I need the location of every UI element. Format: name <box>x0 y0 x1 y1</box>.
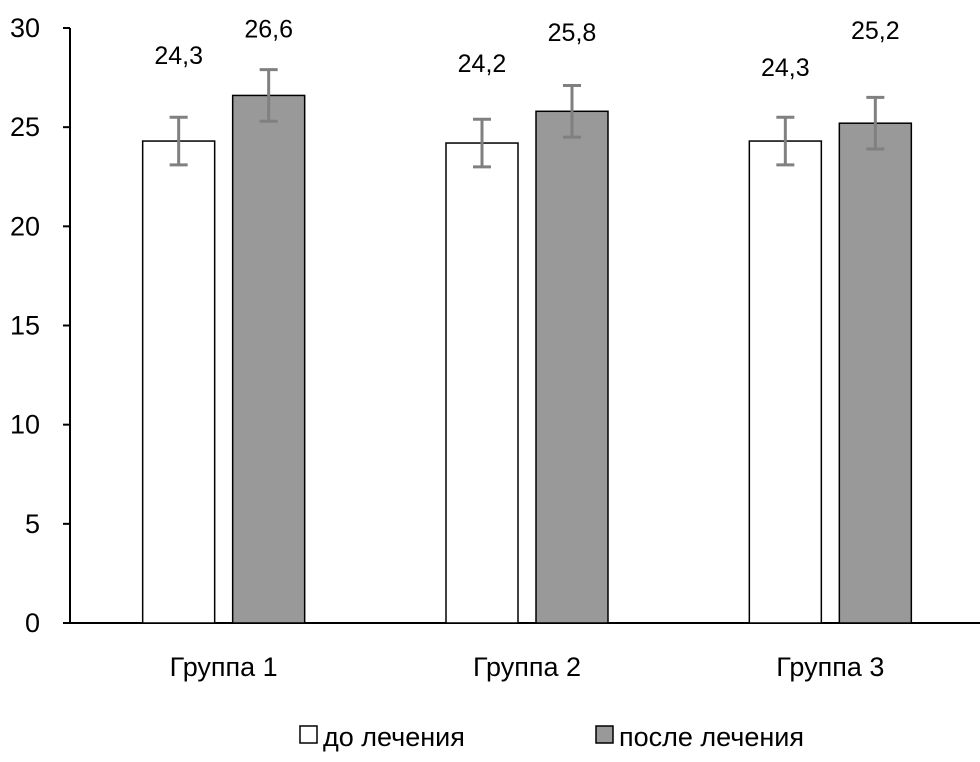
bar <box>445 142 519 624</box>
y-tick-label: 20 <box>10 211 40 241</box>
y-tick-label: 10 <box>10 410 40 440</box>
y-tick-label: 0 <box>25 608 40 638</box>
bars <box>141 94 913 624</box>
legend: до лечения после лечения <box>299 722 804 752</box>
data-label: 24,3 <box>154 42 203 70</box>
bar <box>838 122 913 624</box>
legend-swatch <box>299 725 318 744</box>
data-label: 24,3 <box>761 54 810 82</box>
bar <box>141 140 216 624</box>
bar <box>231 94 306 624</box>
y-tick-label: 25 <box>10 112 40 142</box>
data-labels: 24,3 26,6 24,2 25,8 24,3 25,2 <box>154 16 899 82</box>
category-label: Группа 1 <box>170 652 278 682</box>
data-label: 25,2 <box>851 17 900 45</box>
bar <box>748 140 823 624</box>
data-label: 25,8 <box>548 19 597 47</box>
y-tick-label: 30 <box>10 13 40 43</box>
error-bars <box>169 68 885 169</box>
y-tick-label: 15 <box>10 311 40 341</box>
category-label: Группа 3 <box>776 652 884 682</box>
legend-label: до лечения <box>323 722 465 752</box>
y-axis-ticks: 0 5 10 15 20 25 30 <box>10 13 70 638</box>
category-label: Группа 2 <box>473 652 581 682</box>
bar <box>535 110 609 624</box>
data-label: 26,6 <box>244 16 293 44</box>
legend-label: после лечения <box>619 722 804 752</box>
data-label: 24,2 <box>458 50 507 78</box>
x-axis-category-labels: Группа 1 Группа 2 Группа 3 <box>170 652 885 682</box>
y-tick-label: 5 <box>25 509 40 539</box>
legend-swatch <box>595 725 614 744</box>
